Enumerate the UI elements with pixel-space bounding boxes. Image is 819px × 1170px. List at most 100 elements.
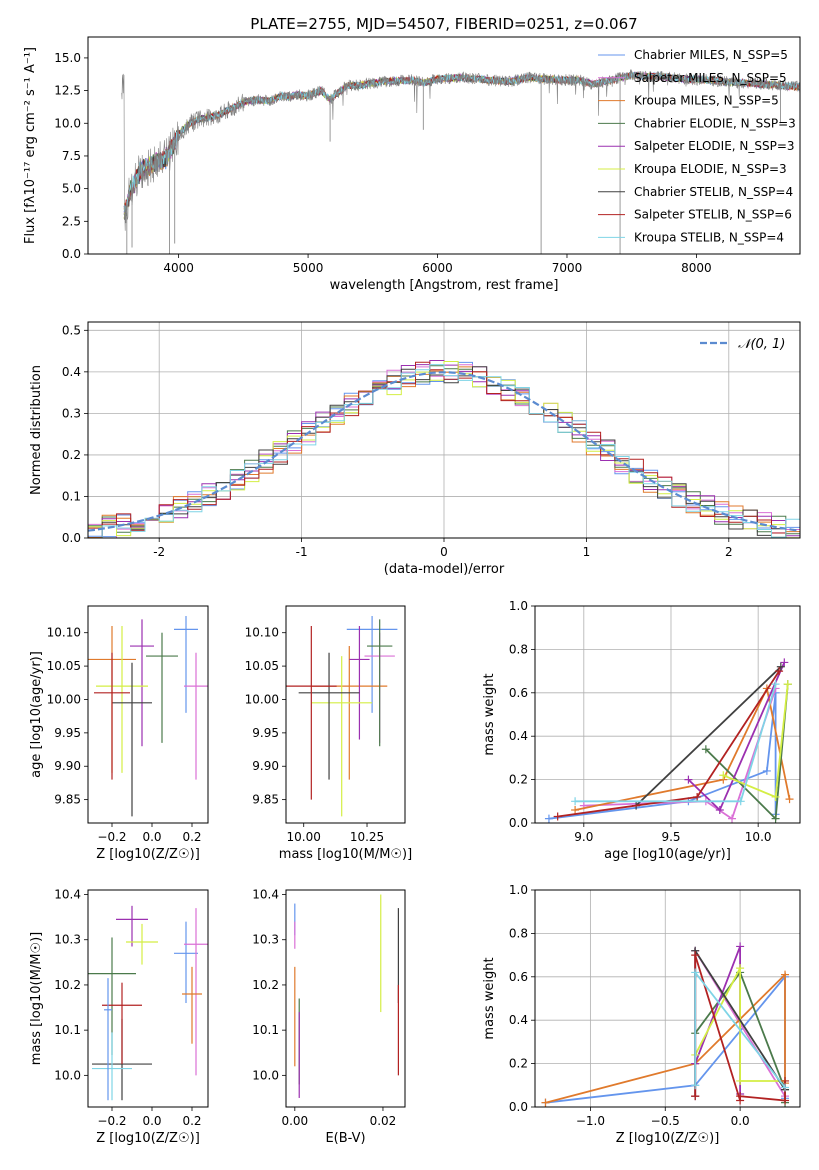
weight-line-6 (694, 967, 785, 1082)
weight-marker (771, 680, 780, 689)
x-tick-label: 0.00 (281, 1114, 308, 1128)
weight-marker (776, 662, 785, 671)
panel-8: −1.0 −0.5 0.0 0.0 0.2 0.4 0.6 0.8 1.0 Z [log10(Z/… (482, 883, 801, 1146)
y-tick-label: 10.10 (47, 626, 81, 640)
x-tick-label: 0 (440, 545, 448, 559)
x-tick-label: 10.00 (287, 830, 321, 844)
y-tick-label: 10.2 (54, 978, 81, 992)
x-tick-label: -1 (296, 545, 308, 559)
weight-marker (785, 795, 794, 804)
chart-title: PLATE=2755, MJD=54507, FIBERID=0251, z=0… (250, 15, 637, 33)
weight-line-3 (574, 685, 791, 811)
x-axis-label: Z [log10(Z/Z☉)] (616, 1131, 720, 1146)
x-tick-label: 8000 (681, 261, 712, 275)
y-tick-label: 0.8 (509, 926, 528, 940)
y-axis-label: age [log10(age/yr)] (29, 651, 44, 778)
y-tick-label: 10.2 (252, 978, 279, 992)
weight-marker (684, 775, 693, 784)
weight-marker (691, 1081, 700, 1090)
x-tick-label: 0.0 (731, 1114, 750, 1128)
legend-label: Chabrier STELIB, N_SSP=4 (634, 185, 793, 199)
x-tick-label: 5000 (293, 261, 324, 275)
y-tick-label: 9.85 (54, 793, 81, 807)
x-tick-label: −1.0 (576, 1114, 605, 1128)
y-axis-label: mass weight (482, 673, 497, 755)
x-tick-label: 10.0 (745, 830, 772, 844)
y-tick-label: 10.0 (252, 1068, 279, 1082)
y-tick-label: 9.95 (54, 726, 81, 740)
axes-frame (87, 321, 801, 539)
y-tick-label: 0.0 (62, 531, 81, 545)
y-tick-label: 0.6 (509, 686, 528, 700)
x-tick-label: 10.25 (350, 830, 384, 844)
y-tick-label: 10.0 (54, 1068, 81, 1082)
weight-marker (781, 1083, 790, 1092)
weight-marker (728, 814, 737, 823)
y-tick-label: 10.00 (245, 692, 279, 706)
x-axis-label: Z [log10(Z/Z☉)] (96, 847, 200, 862)
weight-marker (736, 797, 745, 806)
legend-label: Chabrier MILES, N_SSP=5 (634, 48, 788, 62)
y-tick-label: 0.0 (62, 247, 81, 261)
x-tick-label: 4000 (163, 261, 194, 275)
y-tick-label: 10.10 (245, 626, 279, 640)
weight-marker (553, 812, 562, 821)
axes-frame (534, 889, 801, 1108)
y-tick-label: 9.90 (252, 759, 279, 773)
x-tick-label: 1 (583, 545, 591, 559)
y-axis-label: Flux [fλ10⁻¹⁷ erg cm⁻² s⁻¹ A⁻¹] (23, 47, 38, 244)
axes-frame (285, 889, 406, 1108)
weight-marker (715, 805, 724, 814)
x-axis-label: Z [log10(Z/Z☉)] (96, 1131, 200, 1146)
x-axis-label: mass [log10(M/M☉)] (279, 847, 412, 862)
y-tick-label: 0.4 (62, 365, 81, 379)
x-tick-label: 2 (725, 545, 733, 559)
x-axis-label: age [log10(age/yr)] (604, 847, 731, 862)
y-tick-label: 2.5 (62, 214, 81, 228)
legend-label: Chabrier ELODIE, N_SSP=3 (634, 116, 796, 130)
legend-label: Salpeter ELODIE, N_SSP=3 (634, 139, 795, 153)
weight-marker (691, 951, 700, 960)
legend-label: Kroupa STELIB, N_SSP=4 (634, 230, 784, 244)
y-tick-label: 10.1 (54, 1023, 81, 1037)
y-tick-label: 9.85 (252, 793, 279, 807)
y-tick-label: 10.05 (245, 659, 279, 673)
legend-label: Kroupa ELODIE, N_SSP=3 (634, 162, 787, 176)
y-tick-label: 0.2 (509, 773, 528, 787)
y-tick-label: 10.4 (252, 888, 279, 902)
y-tick-label: 9.95 (252, 726, 279, 740)
data-spectrum (121, 69, 800, 231)
y-tick-label: 10.00 (47, 692, 81, 706)
y-tick-label: 0.1 (62, 489, 81, 503)
x-tick-label: −0.2 (97, 830, 126, 844)
weight-marker (780, 658, 789, 667)
panel-7: 0.00 0.02 10.0 10.1 10.2 10.3 10.4 E(B-V) (252, 888, 406, 1146)
x-tick-label: 0.0 (142, 1114, 161, 1128)
weight-marker (775, 667, 784, 676)
weight-marker (719, 771, 728, 780)
panel-4: 10.00 10.25 9.85 9.90 9.95 10.00 10.05 10.10 mas… (245, 605, 412, 862)
y-axis-label: mass weight (482, 957, 497, 1039)
y-tick-label: 7.5 (62, 149, 81, 163)
panel-2: -2 -1 0 1 2 0.0 0.1 0.2 0.3 0.4 0.5 (data-model)/er… (29, 321, 801, 577)
x-tick-label: 9.5 (661, 830, 680, 844)
y-tick-label: 9.90 (54, 759, 81, 773)
spectrum-group (121, 69, 800, 254)
y-tick-label: 12.5 (54, 84, 81, 98)
weight-marker (736, 1092, 745, 1101)
x-tick-label: 0.0 (142, 830, 161, 844)
weight-marker (691, 1092, 700, 1101)
weight-line-7 (635, 666, 782, 807)
x-axis-label: E(B-V) (325, 1131, 365, 1146)
weight-marker (571, 797, 580, 806)
gaussian-curve (87, 371, 798, 532)
weight-marker (571, 805, 580, 814)
y-tick-label: 0.2 (509, 1057, 528, 1071)
y-tick-label: 0.2 (62, 448, 81, 462)
axes-frame (285, 605, 406, 824)
weight-marker (544, 814, 553, 823)
axes-frame (87, 36, 801, 255)
y-tick-label: 1.0 (509, 883, 528, 897)
y-tick-label: 10.3 (54, 933, 81, 947)
